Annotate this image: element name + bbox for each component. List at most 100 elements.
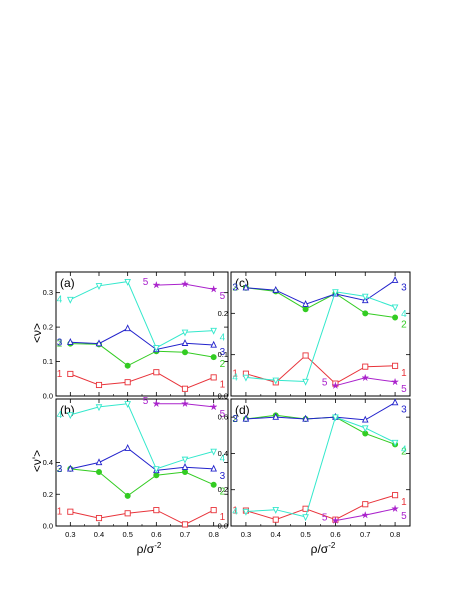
series-label-right: 4 — [401, 445, 407, 456]
x-axis-label-right: ρ/σ-2 — [311, 541, 336, 556]
series-label-left: 3 — [57, 337, 63, 348]
data-point — [153, 507, 160, 514]
y-axis-label-top: <ν> — [30, 323, 44, 343]
data-point — [95, 458, 103, 466]
series-label-left: 5 — [143, 396, 149, 407]
series-1: 11 — [232, 492, 407, 523]
data-point — [361, 293, 369, 301]
data-point — [124, 379, 131, 386]
series-line — [70, 447, 214, 471]
x-tick-label: 0.4 — [271, 530, 281, 539]
data-point — [272, 507, 280, 514]
series-1: 11 — [57, 369, 226, 392]
data-point — [180, 279, 190, 288]
data-point — [95, 339, 103, 347]
series-label-right: 4 — [220, 453, 226, 464]
data-point — [210, 464, 217, 472]
data-point — [272, 285, 280, 293]
series-3: 33 — [57, 324, 226, 358]
plot-frame — [55, 398, 229, 527]
x-tick-label: 0.8 — [390, 530, 400, 539]
x-tick-label: 0.5 — [122, 530, 132, 539]
data-point — [153, 472, 160, 479]
data-point — [302, 378, 309, 386]
data-point — [210, 327, 217, 335]
data-point — [180, 399, 190, 408]
x-tick-label: 0.8 — [208, 530, 218, 539]
series-3: 33 — [57, 443, 226, 482]
series-label-right: 3 — [220, 471, 226, 482]
series-line — [245, 414, 396, 445]
data-point — [362, 501, 369, 508]
data-point — [67, 508, 74, 515]
series-label-right: 1 — [401, 368, 407, 379]
data-point — [67, 338, 74, 345]
y-tick-label: 0.6 — [218, 413, 228, 422]
x-tick-label: 0.7 — [180, 530, 190, 539]
data-point — [242, 508, 250, 516]
data-point — [67, 296, 74, 304]
y-tick-label: 0.2 — [43, 323, 53, 332]
series-label-right: 1 — [220, 512, 226, 523]
y-tick-label: 0.1 — [218, 350, 228, 359]
y-tick-label: 0.2 — [218, 309, 228, 318]
data-point — [210, 354, 217, 361]
series-line — [245, 354, 396, 385]
series-label-right: 5 — [220, 291, 226, 302]
data-point — [332, 414, 339, 422]
data-point — [331, 381, 340, 390]
x-tick-label: 0.3 — [65, 530, 75, 539]
data-point — [152, 280, 161, 289]
series-line — [245, 279, 396, 305]
data-point — [124, 492, 131, 499]
y-tick-label: 0.2 — [218, 485, 228, 494]
panel-d: 0.3 0.4 0.5 0.6 0.7 0.80.00.20.40.6(d)1122334… — [218, 398, 411, 539]
data-point — [209, 284, 218, 293]
data-point — [209, 402, 218, 411]
data-point — [153, 466, 160, 474]
data-point — [302, 306, 309, 313]
data-point — [361, 373, 370, 382]
data-point — [331, 516, 340, 525]
data-point — [96, 469, 103, 476]
data-point — [210, 481, 217, 488]
data-point — [242, 283, 250, 291]
data-point — [124, 510, 131, 517]
series-label-right: 2 — [401, 319, 407, 330]
data-point — [392, 362, 399, 369]
data-point — [95, 515, 103, 522]
series-5: 55 — [143, 277, 226, 302]
data-point — [124, 362, 131, 369]
series-line — [245, 494, 396, 521]
data-point — [390, 377, 400, 386]
data-point — [210, 374, 217, 381]
data-point — [181, 339, 189, 346]
series-label-left: 1 — [57, 507, 63, 518]
series-line — [245, 291, 396, 383]
x-tick-label: 0.7 — [360, 530, 370, 539]
series-line — [70, 371, 214, 390]
data-point — [124, 443, 131, 451]
series-label-right: 2 — [401, 446, 407, 457]
y-tick-label: 0.0 — [43, 392, 53, 401]
series-label-left: 4 — [232, 506, 238, 517]
data-point — [95, 404, 103, 412]
series-label-left: 5 — [322, 378, 328, 389]
data-point — [362, 363, 369, 370]
data-point — [272, 377, 280, 385]
data-point — [242, 374, 250, 382]
series-label-left: 1 — [57, 369, 63, 380]
data-point — [392, 492, 399, 499]
data-point — [210, 340, 217, 348]
data-point — [181, 521, 189, 528]
data-point — [124, 401, 131, 408]
data-point — [153, 369, 160, 376]
data-point — [391, 439, 399, 447]
series-label-left: 3 — [232, 283, 238, 294]
